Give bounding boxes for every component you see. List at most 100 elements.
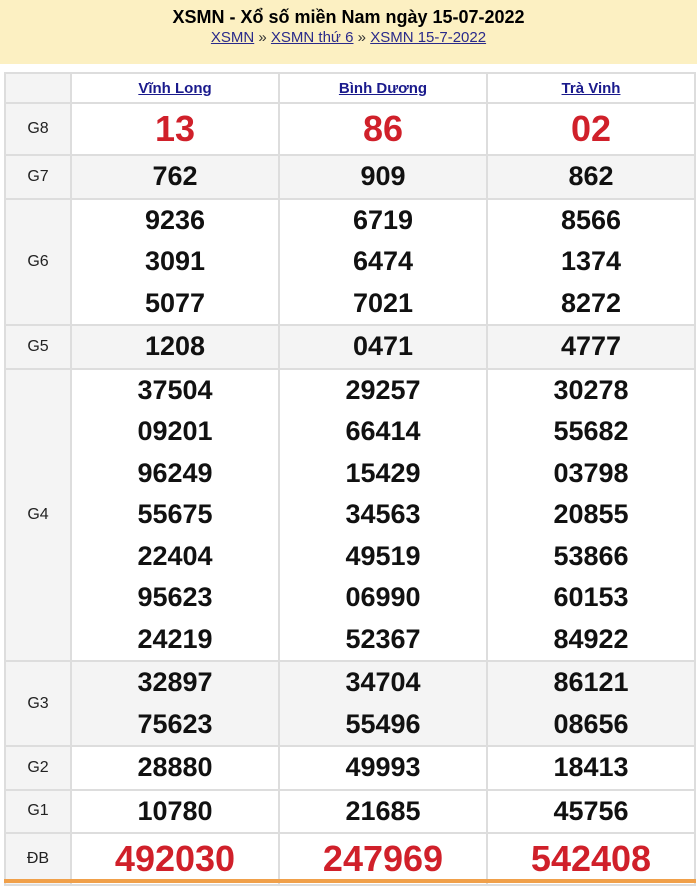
prize-cell: 30278 55682 03798 20855 53866 60153 84922 [486, 367, 696, 662]
prize-row: ĐB 492030 247969 542408 [4, 832, 696, 886]
prize-number: 3091 [144, 246, 206, 276]
province-link[interactable]: Trà Vinh [561, 79, 621, 97]
prize-number: 52367 [345, 623, 421, 654]
prize-label: G6 [4, 197, 72, 326]
prize-number: 55496 [345, 708, 421, 739]
prize-number: 03798 [553, 457, 629, 488]
prize-number: 34563 [345, 499, 421, 529]
prize-number: 84922 [553, 623, 629, 654]
prize-number: 6719 [352, 204, 414, 235]
prize-number: 28880 [137, 752, 213, 782]
prize-number: 06990 [345, 582, 421, 612]
prize-row: G1 10780 21685 45756 [4, 788, 696, 834]
prize-number: 53866 [553, 540, 629, 571]
prize-row: G2 28880 49993 18413 [4, 745, 696, 791]
prize-label: G4 [4, 367, 72, 662]
breadcrumb-xsmn-thu-6[interactable]: XSMN thứ 6 [270, 29, 354, 46]
province-link[interactable]: Vĩnh Long [138, 79, 212, 97]
prize-number: 492030 [114, 838, 236, 879]
prize-number: 0471 [352, 331, 414, 361]
prize-number: 30278 [553, 374, 629, 405]
prize-number: 86121 [553, 667, 629, 697]
prize-cell: 909 [278, 154, 488, 200]
prize-row: G4 37504 09201 96249 55675 22404 95623 24219 292… [4, 367, 696, 662]
prize-number: 75623 [137, 708, 213, 739]
prize-cell: 49993 [278, 745, 488, 791]
prize-number: 5077 [144, 287, 206, 318]
breadcrumb: XSMN » XSMN thứ 6 » XSMN 15-7-2022 [0, 28, 697, 48]
prize-label: G2 [4, 745, 72, 791]
prize-cell: 542408 [486, 832, 696, 886]
prize-cell: 86121 08656 [486, 660, 696, 747]
prize-number: 45756 [553, 795, 629, 826]
page-header: XSMN - Xổ số miền Nam ngày 15-07-2022 XS… [0, 0, 697, 64]
prize-label: G3 [4, 660, 72, 747]
corner-cell [4, 72, 72, 104]
prize-cell: 21685 [278, 788, 488, 834]
prize-row: G3 32897 75623 34704 55496 86121 08656 [4, 660, 696, 747]
province-header: Bình Dương [278, 72, 488, 104]
prize-cell: 45756 [486, 788, 696, 834]
prize-cell: 4777 [486, 324, 696, 370]
prize-number: 55682 [553, 416, 629, 446]
prize-number: 862 [568, 161, 614, 191]
prize-row: G7 762 909 862 [4, 154, 696, 200]
prize-number: 32897 [137, 667, 213, 697]
prize-cell: 13 [70, 102, 280, 156]
prize-number: 1374 [560, 246, 622, 276]
prize-number: 247969 [322, 838, 444, 879]
prize-number: 7021 [352, 287, 414, 318]
breadcrumb-xsmn-date[interactable]: XSMN 15-7-2022 [370, 29, 487, 46]
prize-number: 20855 [553, 499, 629, 529]
prize-number: 10780 [137, 795, 213, 826]
prize-cell: 18413 [486, 745, 696, 791]
prize-number: 1208 [144, 331, 206, 361]
prize-number: 86 [362, 108, 404, 149]
prize-number: 08656 [553, 708, 629, 739]
prize-number: 02 [570, 108, 612, 149]
prize-cell: 37504 09201 96249 55675 22404 95623 24219 [70, 367, 280, 662]
prize-number: 21685 [345, 795, 421, 826]
prize-cell: 02 [486, 102, 696, 156]
prize-number: 909 [360, 161, 406, 191]
prize-number: 8566 [560, 204, 622, 235]
prize-number: 18413 [553, 752, 629, 782]
prize-number: 4777 [560, 331, 622, 361]
page-title: XSMN - Xổ số miền Nam ngày 15-07-2022 [172, 7, 525, 27]
prize-number: 8272 [560, 287, 622, 318]
prize-number: 542408 [530, 838, 652, 879]
prize-cell: 1208 [70, 324, 280, 370]
prize-number: 09201 [137, 416, 213, 446]
prize-cell: 862 [486, 154, 696, 200]
prize-number: 66414 [345, 416, 421, 446]
prize-cell: 28880 [70, 745, 280, 791]
prize-label: G5 [4, 324, 72, 370]
prize-number: 49519 [345, 540, 421, 571]
prize-cell: 6719 6474 7021 [278, 197, 488, 326]
province-link[interactable]: Bình Dương [338, 79, 428, 97]
breadcrumb-xsmn[interactable]: XSMN [210, 29, 255, 46]
prize-cell: 32897 75623 [70, 660, 280, 747]
prize-row: G8 13 86 02 [4, 102, 696, 156]
prize-number: 49993 [345, 752, 421, 782]
prize-number: 96249 [137, 457, 213, 488]
prize-label: ĐB [4, 832, 72, 886]
prize-cell: 10780 [70, 788, 280, 834]
prize-cell: 0471 [278, 324, 488, 370]
prize-row: G5 1208 0471 4777 [4, 324, 696, 370]
bottom-border [4, 879, 696, 883]
prize-number: 9236 [144, 204, 206, 235]
province-header: Vĩnh Long [70, 72, 280, 104]
breadcrumb-separator: » [357, 29, 367, 46]
prize-number: 55675 [137, 499, 213, 529]
province-header: Trà Vinh [486, 72, 696, 104]
prize-number: 15429 [345, 457, 421, 488]
prize-label: G8 [4, 102, 72, 156]
prize-cell: 34704 55496 [278, 660, 488, 747]
prize-number: 6474 [352, 246, 414, 276]
prize-cell: 86 [278, 102, 488, 156]
prize-number: 37504 [137, 374, 213, 405]
prize-number: 24219 [137, 623, 213, 654]
prize-cell: 29257 66414 15429 34563 49519 06990 52367 [278, 367, 488, 662]
prize-number: 13 [154, 108, 196, 149]
